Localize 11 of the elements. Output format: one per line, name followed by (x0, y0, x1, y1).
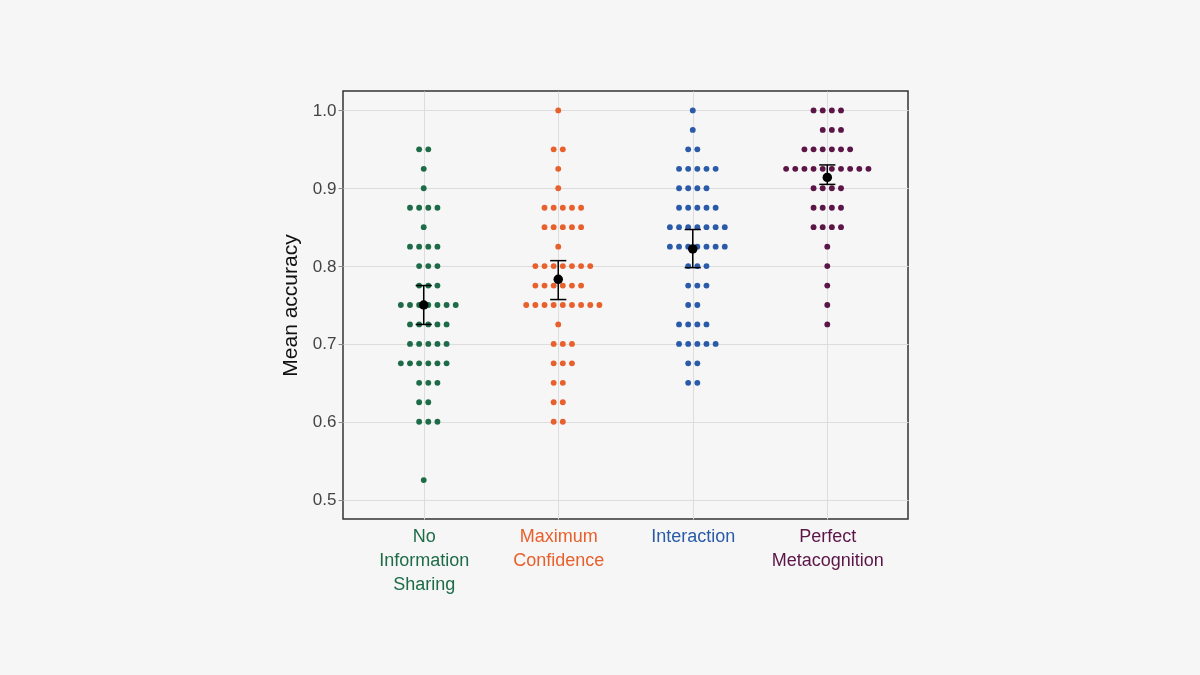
y-tick-label: 0.7 (312, 334, 337, 354)
y-tick-label: 0.9 (312, 178, 337, 198)
y-tick-label: 0.5 (312, 490, 337, 510)
y-tick-label: 0.6 (312, 412, 337, 432)
y-tick-label: 0.8 (312, 256, 337, 276)
x-tick-label: No Information Sharing (379, 525, 470, 594)
x-tick-label: Perfect Metacognition (771, 525, 884, 570)
y-axis-title: Mean accuracy (277, 233, 301, 377)
x-tick-label: Interaction (651, 525, 736, 546)
y-tick-label: 1.0 (312, 100, 337, 120)
x-tick-label: Maximum Confidence (513, 525, 605, 570)
